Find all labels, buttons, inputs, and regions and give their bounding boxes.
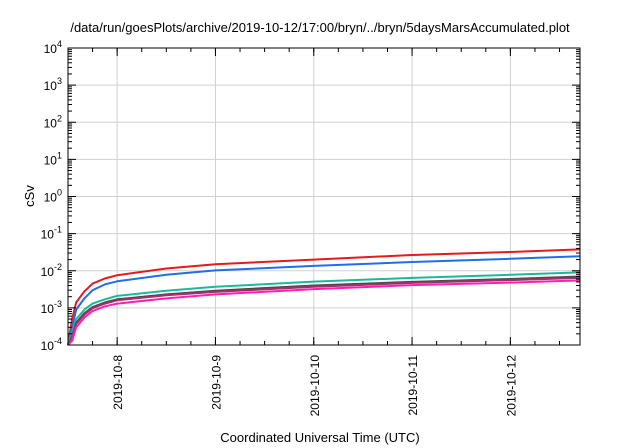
chart-title: /data/run/goesPlots/archive/2019-10-12/1… xyxy=(70,20,570,35)
y-tick-label: 104 xyxy=(44,39,62,56)
y-tick-label: 100 xyxy=(44,188,62,205)
series-group xyxy=(67,248,581,346)
y-tick-label: 10-2 xyxy=(41,262,62,279)
x-tick-label: 2019-10-9 xyxy=(209,355,223,410)
series-line xyxy=(67,255,581,346)
series-line xyxy=(67,279,581,346)
x-axis: 2019-10-8 2019-10-9 2019-10-10 2019-10-11 20… xyxy=(92,48,561,417)
y-tick-label: 10-3 xyxy=(41,299,62,316)
series-line xyxy=(67,271,581,346)
series-line xyxy=(67,248,581,346)
grid xyxy=(68,48,580,345)
y-axis-label: cSv xyxy=(22,185,37,207)
series-line xyxy=(67,276,581,346)
y-tick-label: 101 xyxy=(44,150,62,167)
y-tick-label: 10-4 xyxy=(41,336,62,353)
x-tick-label: 2019-10-10 xyxy=(308,355,322,417)
y-tick-label: 103 xyxy=(44,76,62,93)
y-tick-label: 10-1 xyxy=(41,225,62,242)
x-axis-label: Coordinated Universal Time (UTC) xyxy=(220,430,420,445)
x-tick-label: 2019-10-8 xyxy=(111,355,125,410)
x-tick-label: 2019-10-12 xyxy=(504,355,518,417)
y-tick-label: 102 xyxy=(44,113,62,130)
x-tick-label: 2019-10-11 xyxy=(406,355,420,416)
